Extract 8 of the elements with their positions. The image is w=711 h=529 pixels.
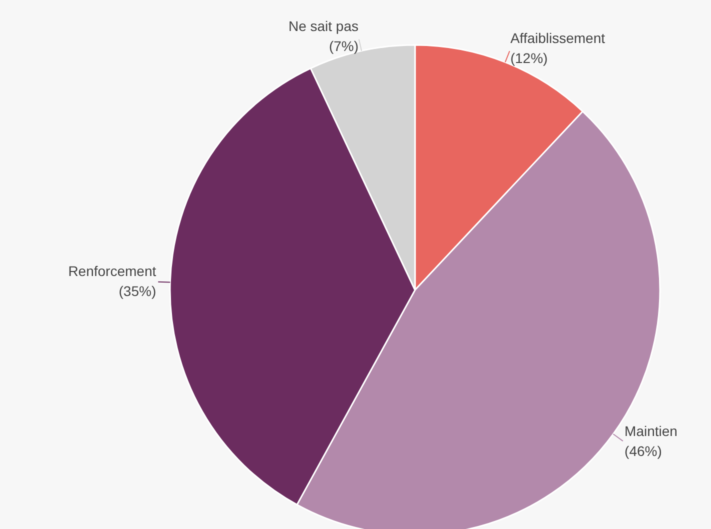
data-label: (46%) xyxy=(624,443,662,460)
data-label: (7%) xyxy=(328,38,358,54)
data-label: (35%) xyxy=(118,282,156,299)
slice-label: Maintien xyxy=(624,423,678,440)
slice-label: Ne sait pas xyxy=(288,18,358,34)
slice-label: Affaiblissement xyxy=(510,30,606,46)
slice-label: Renforcement xyxy=(68,262,156,279)
data-label: (12%) xyxy=(510,50,548,66)
